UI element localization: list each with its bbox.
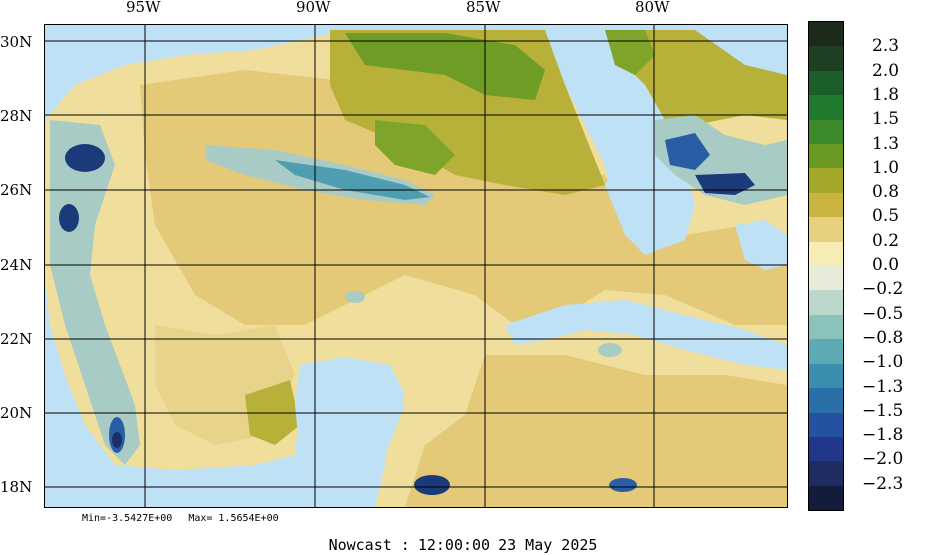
colorbar-label: 1.8 bbox=[872, 84, 900, 105]
colorbar-swatch bbox=[809, 412, 843, 437]
lat-label-24n: 24N bbox=[0, 256, 33, 274]
colorbar-label: −0.8 bbox=[862, 327, 904, 348]
map-svg bbox=[45, 25, 787, 507]
colorbar-label: −0.2 bbox=[862, 279, 904, 300]
tan-region-south bbox=[405, 355, 787, 507]
nowcast-label: Nowcast : bbox=[328, 536, 410, 554]
colorbar-label: −1.3 bbox=[862, 376, 904, 397]
lat-label-18n: 18N bbox=[0, 478, 33, 496]
colorbar-swatch bbox=[809, 192, 843, 218]
colorbar-label: −2.0 bbox=[862, 449, 904, 470]
lat-label-26n: 26N bbox=[0, 181, 33, 199]
colorbar-swatch bbox=[809, 363, 843, 389]
colorbar-label: 1.0 bbox=[872, 157, 900, 178]
blue-florida-east bbox=[665, 133, 710, 170]
nowcast-date: 23 May 2025 bbox=[498, 536, 598, 554]
colorbar-swatch bbox=[809, 168, 843, 193]
lat-label-22n: 22N bbox=[0, 330, 33, 348]
colorbar-label: 0.2 bbox=[872, 230, 900, 251]
green-region-mississippi bbox=[375, 120, 455, 175]
colorbar-swatch bbox=[809, 144, 843, 169]
lat-label-28n: 28N bbox=[0, 107, 33, 125]
colorbar-swatch bbox=[809, 95, 843, 120]
colorbar-label: −1.8 bbox=[862, 425, 904, 446]
blue-blob-jamaica bbox=[609, 478, 637, 492]
ocean-cuba-north bbox=[505, 300, 787, 370]
colorbar-swatch bbox=[809, 119, 843, 145]
lon-label-85w: 85W bbox=[466, 0, 501, 16]
lat-label-30n: 30N bbox=[0, 33, 33, 51]
colorbar-swatch bbox=[809, 46, 843, 71]
colorbar-label: 0.0 bbox=[872, 255, 900, 275]
lon-label-90w: 90W bbox=[296, 0, 331, 16]
colorbar-label: 2.0 bbox=[872, 60, 900, 81]
lat-label-20n: 20N bbox=[0, 404, 33, 422]
colorbar-label: 0.5 bbox=[872, 206, 900, 227]
teal-blob-gulf-center bbox=[345, 291, 365, 303]
colorbar-label: −0.5 bbox=[862, 303, 904, 324]
colorbar-swatch bbox=[809, 241, 843, 267]
lon-label-80w: 80W bbox=[635, 0, 670, 16]
colorbar-swatch bbox=[809, 388, 843, 413]
map-canvas[interactable] bbox=[45, 25, 787, 507]
colorbar-swatch bbox=[809, 22, 843, 47]
colorbar-label: −1.0 bbox=[862, 352, 904, 373]
colorbar-swatch bbox=[809, 70, 843, 96]
colorbar-swatch bbox=[809, 461, 843, 486]
green-region-louisiana bbox=[345, 33, 545, 100]
navy-blob-veracruz bbox=[112, 432, 122, 448]
colorbar-swatch bbox=[809, 339, 843, 364]
lon-label-95w: 95W bbox=[126, 0, 161, 16]
navy-blob-texas bbox=[65, 144, 105, 172]
min-max-readout: Min=-3.5427E+00 Max= 1.5654E+00 bbox=[82, 513, 295, 524]
navy-blob-honduras bbox=[414, 475, 450, 495]
colorbar-swatch bbox=[809, 217, 843, 242]
colorbar-swatch bbox=[809, 314, 843, 340]
nowcast-timestamp: Nowcast : 12:00:00 23 May 2025 bbox=[0, 536, 926, 554]
colorbar-label: 1.3 bbox=[872, 133, 900, 154]
colorbar-label: −1.5 bbox=[862, 400, 904, 421]
nowcast-time: 12:00:00 bbox=[417, 536, 491, 554]
colorbar-swatch bbox=[809, 485, 843, 511]
min-value: Min=-3.5427E+00 bbox=[82, 513, 173, 524]
ocean-bahamas bbox=[735, 220, 787, 270]
colorbar-swatch bbox=[809, 266, 843, 291]
tan-region-north bbox=[140, 70, 787, 325]
colorbar-label: 0.8 bbox=[872, 182, 900, 203]
colorbar-label: 2.3 bbox=[872, 36, 900, 57]
colorbar bbox=[808, 21, 844, 511]
grid bbox=[45, 25, 787, 507]
colorbar-swatch bbox=[809, 290, 843, 315]
max-value: Max= 1.5654E+00 bbox=[188, 513, 279, 524]
colorbar-label: −2.3 bbox=[862, 473, 904, 494]
teal-blob-cuba bbox=[598, 343, 622, 357]
navy-blob-tamaulipas bbox=[59, 204, 79, 232]
colorbar-swatch bbox=[809, 436, 843, 462]
colorbar-label: 1.5 bbox=[872, 109, 900, 130]
